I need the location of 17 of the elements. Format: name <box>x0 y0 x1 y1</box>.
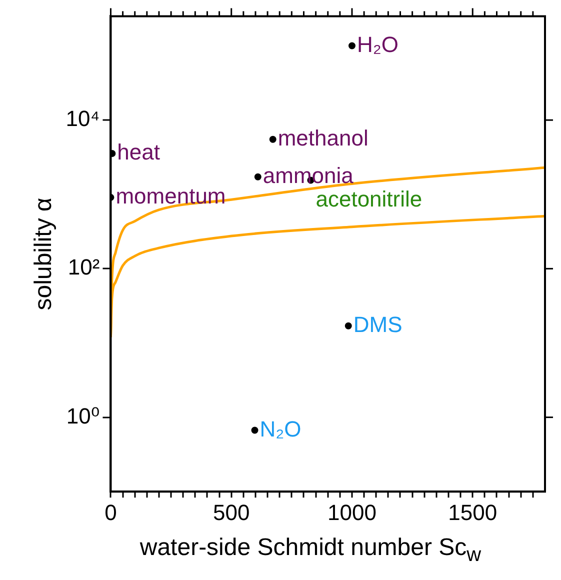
annotation: heat <box>117 140 160 165</box>
annotation: DMS <box>353 312 402 337</box>
annotation: ammonia <box>262 162 354 188</box>
annotation: acetonitrile <box>316 186 422 212</box>
annotation: N₂O <box>260 416 302 442</box>
y-tick-label: 10⁴ <box>66 106 100 132</box>
annotation: methanol <box>278 125 368 150</box>
x-tick-label: 1500 <box>448 500 498 525</box>
x-tick-label: 0 <box>104 500 117 525</box>
annotation: momentum <box>116 183 226 208</box>
annotation: H₂O <box>356 32 399 57</box>
y-tick-label: 10⁰ <box>66 403 100 428</box>
x-tick-label: 1000 <box>328 500 376 525</box>
x-tick-label: 500 <box>212 500 250 525</box>
x-axis-title: water-side Schmidt number Sc$_{w}$ <box>138 534 482 567</box>
y-axis-title: solubility α <box>30 197 58 310</box>
y-tick-label: 10² <box>68 254 100 280</box>
